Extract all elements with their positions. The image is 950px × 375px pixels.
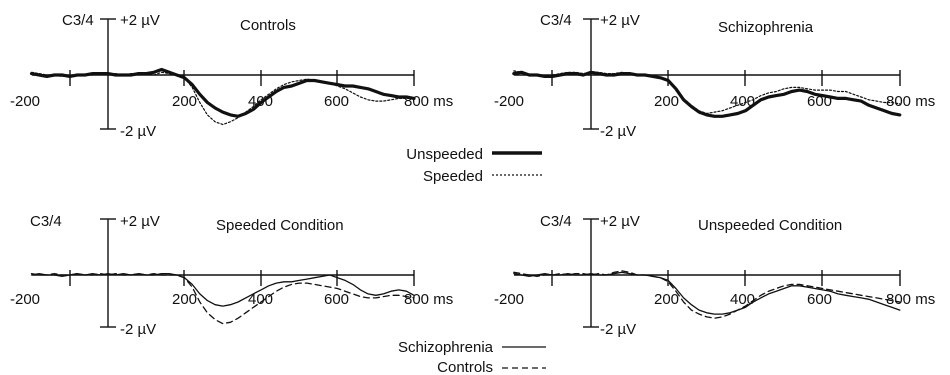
trace-speeded xyxy=(513,70,901,115)
x-tick-label: 600 xyxy=(807,291,832,308)
panel-title: Speeded Condition xyxy=(216,217,344,234)
panel-schizophrenia: Schizophrenia C3/4 +2 µV -2 µV -200 200 … xyxy=(494,12,935,140)
legend-schizophrenia-controls: Schizophrenia Controls xyxy=(398,339,546,375)
panel-title: Schizophrenia xyxy=(718,19,814,36)
trace-controls xyxy=(30,272,415,325)
channel-label: C3/4 xyxy=(540,213,572,230)
trace-speeded xyxy=(30,71,415,126)
x-tick-label: 800 ms xyxy=(404,93,453,110)
x-tick-label: 800 ms xyxy=(404,291,453,308)
x-tick-label: 200 xyxy=(172,291,197,308)
legend-unspeeded-speeded: Unspeeded Speeded xyxy=(406,146,542,185)
y-axis-top-label: +2 µV xyxy=(120,213,160,230)
x-tick-label: 200 xyxy=(172,93,197,110)
trace-unspeeded xyxy=(29,67,416,118)
legend-label-schizophrenia: Schizophrenia xyxy=(398,339,494,356)
channel-label: C3/4 xyxy=(30,213,62,230)
legend-label-controls: Controls xyxy=(437,359,493,375)
y-axis-bottom-label: -2 µV xyxy=(120,321,156,338)
x-tick-label: 800 ms xyxy=(886,291,935,308)
trace-unspeeded xyxy=(512,70,902,118)
legend-label-unspeeded: Unspeeded xyxy=(406,146,483,163)
y-axis-bottom-label: -2 µV xyxy=(120,123,156,140)
panel-speeded-condition: Speeded Condition C3/4 +2 µV -2 µV -200 … xyxy=(10,213,453,338)
y-axis-top-label: +2 µV xyxy=(120,12,160,29)
panel-unspeeded-condition: Unspeeded Condition C3/4 +2 µV -2 µV -20… xyxy=(494,213,935,338)
panel-controls: Controls C3/4 +2 µV -2 µV -200 200 400 6… xyxy=(10,12,453,140)
channel-label: C3/4 xyxy=(540,12,572,29)
y-axis-bottom-label: -2 µV xyxy=(600,123,636,140)
x-tick-label: -200 xyxy=(10,93,40,110)
x-tick-label: 400 xyxy=(730,291,755,308)
y-axis-top-label: +2 µV xyxy=(600,12,640,29)
trace-schizophrenia xyxy=(30,272,415,307)
x-tick-label: -200 xyxy=(494,291,524,308)
x-tick-label: 800 ms xyxy=(886,93,935,110)
x-tick-label: 200 xyxy=(654,291,679,308)
x-tick-label: -200 xyxy=(10,291,40,308)
panel-title: Unspeeded Condition xyxy=(698,217,842,234)
x-tick-label: 400 xyxy=(248,291,273,308)
x-tick-label: -200 xyxy=(494,93,524,110)
panel-title: Controls xyxy=(240,17,296,34)
x-tick-label: 400 xyxy=(730,93,755,110)
trace-controls xyxy=(513,270,901,319)
legend-label-speeded: Speeded xyxy=(423,168,483,185)
y-axis-top-label: +2 µV xyxy=(600,213,640,230)
x-tick-label: 600 xyxy=(324,93,349,110)
trace-schizophrenia xyxy=(513,271,901,315)
y-axis-bottom-label: -2 µV xyxy=(600,321,636,338)
x-tick-label: 200 xyxy=(654,93,679,110)
x-tick-label: 600 xyxy=(324,291,349,308)
channel-label: C3/4 xyxy=(62,12,94,29)
